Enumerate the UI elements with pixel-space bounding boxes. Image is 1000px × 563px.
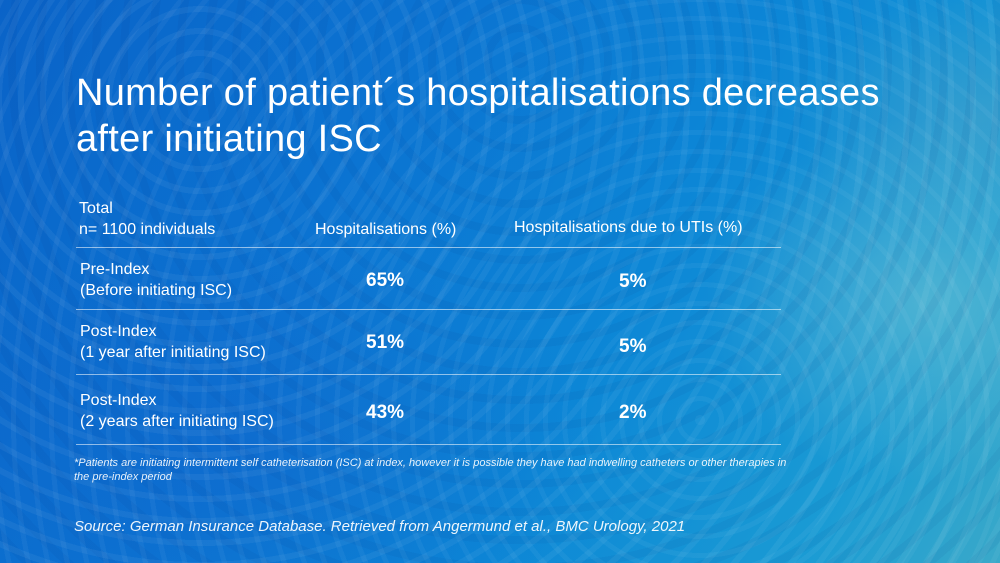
- table-cell-uti: 2%: [619, 402, 647, 423]
- table-meta-n: n= 1100 individuals: [79, 221, 216, 238]
- table-meta-total: Total: [79, 200, 113, 217]
- row-label-subtitle: (Before initiating ISC): [80, 282, 233, 299]
- table-cell-uti: 5%: [619, 271, 647, 292]
- table-divider: [76, 309, 781, 310]
- table-row-label: Post-Index (2 years after initiating ISC…: [80, 390, 274, 432]
- table-divider: [76, 247, 781, 248]
- row-label-title: Pre-Index: [80, 261, 150, 278]
- table-cell-hospitalisations: 51%: [366, 332, 405, 353]
- table-row-label: Pre-Index (Before initiating ISC): [80, 259, 232, 301]
- row-label-subtitle: (1 year after initiating ISC): [80, 344, 266, 361]
- row-label-title: Post-Index: [80, 323, 157, 340]
- column-header-hospitalisations: Hospitalisations (%): [315, 221, 457, 238]
- table-cell-hospitalisations: 43%: [366, 402, 405, 423]
- table-cell-hospitalisations: 65%: [366, 270, 405, 291]
- row-label-subtitle: (2 years after initiating ISC): [80, 413, 274, 430]
- table-row-label: Post-Index (1 year after initiating ISC): [80, 321, 266, 363]
- table-divider: [76, 444, 781, 445]
- table-meta: Total n= 1100 individuals: [79, 198, 215, 240]
- table-divider: [76, 374, 781, 375]
- table-cell-uti: 5%: [619, 336, 647, 357]
- source-citation: Source: German Insurance Database. Retri…: [74, 518, 686, 535]
- column-header-uti-hospitalisations: Hospitalisations due to UTIs (%): [514, 219, 743, 236]
- slide-title: Number of patient´s hospitalisations dec…: [76, 72, 880, 160]
- footnote: *Patients are initiating intermittent se…: [74, 457, 787, 483]
- row-label-title: Post-Index: [80, 392, 157, 409]
